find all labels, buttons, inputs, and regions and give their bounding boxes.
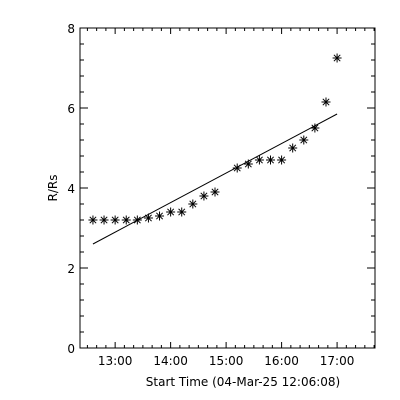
data-point	[211, 188, 220, 197]
x-axis-label: Start Time (04-Mar-25 12:06:08)	[146, 375, 340, 389]
data-point	[299, 136, 308, 145]
data-point	[333, 54, 342, 63]
data-point	[310, 124, 319, 133]
data-point	[88, 216, 97, 225]
y-tick-label: 8	[67, 22, 75, 36]
y-tick-label: 6	[67, 102, 75, 116]
data-point	[100, 216, 109, 225]
data-point	[277, 156, 286, 165]
data-point	[288, 144, 297, 153]
data-point	[177, 208, 186, 217]
data-point	[188, 200, 197, 209]
data-point	[255, 156, 264, 165]
x-tick-label: 17:00	[320, 354, 355, 368]
data-point	[321, 98, 330, 107]
data-point	[266, 156, 275, 165]
x-tick-label: 15:00	[209, 354, 244, 368]
data-point	[199, 192, 208, 201]
data-point	[111, 216, 120, 225]
x-tick-label: 14:00	[153, 354, 188, 368]
y-tick-label: 4	[67, 182, 75, 196]
data-point	[244, 160, 253, 169]
data-point	[155, 212, 164, 221]
y-axis-label: R/Rs	[46, 175, 60, 202]
x-tick-label: 16:00	[264, 354, 299, 368]
data-point	[233, 164, 242, 173]
data-point	[133, 216, 142, 225]
data-point	[166, 208, 175, 217]
x-tick-label: 13:00	[98, 354, 133, 368]
y-tick-label: 2	[67, 262, 75, 276]
data-point	[144, 214, 153, 223]
data-point	[122, 216, 131, 225]
y-tick-label: 0	[67, 342, 75, 356]
